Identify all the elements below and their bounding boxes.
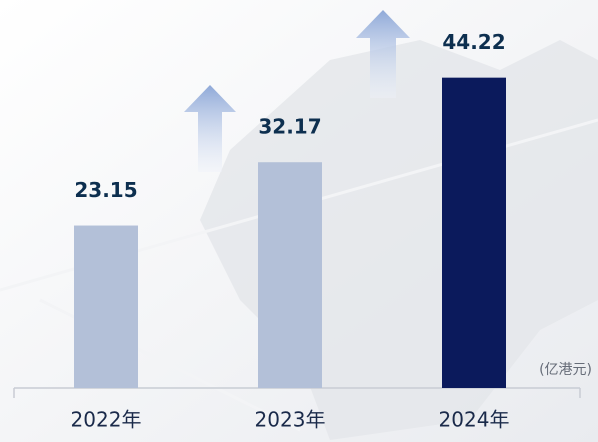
- unit-label: (亿港元): [539, 362, 592, 378]
- value-label: 32.17: [258, 115, 321, 139]
- x-tick-label: 2022年: [71, 408, 142, 432]
- growth-arrow: [356, 10, 410, 98]
- bar: [442, 77, 506, 388]
- x-tick-label: 2023年: [255, 408, 326, 432]
- value-label: 44.22: [442, 30, 505, 54]
- growth-arrow: [184, 85, 236, 172]
- value-label: 23.15: [74, 178, 137, 202]
- bar: [258, 162, 322, 388]
- bar: [74, 225, 138, 388]
- x-tick-label: 2024年: [439, 408, 510, 432]
